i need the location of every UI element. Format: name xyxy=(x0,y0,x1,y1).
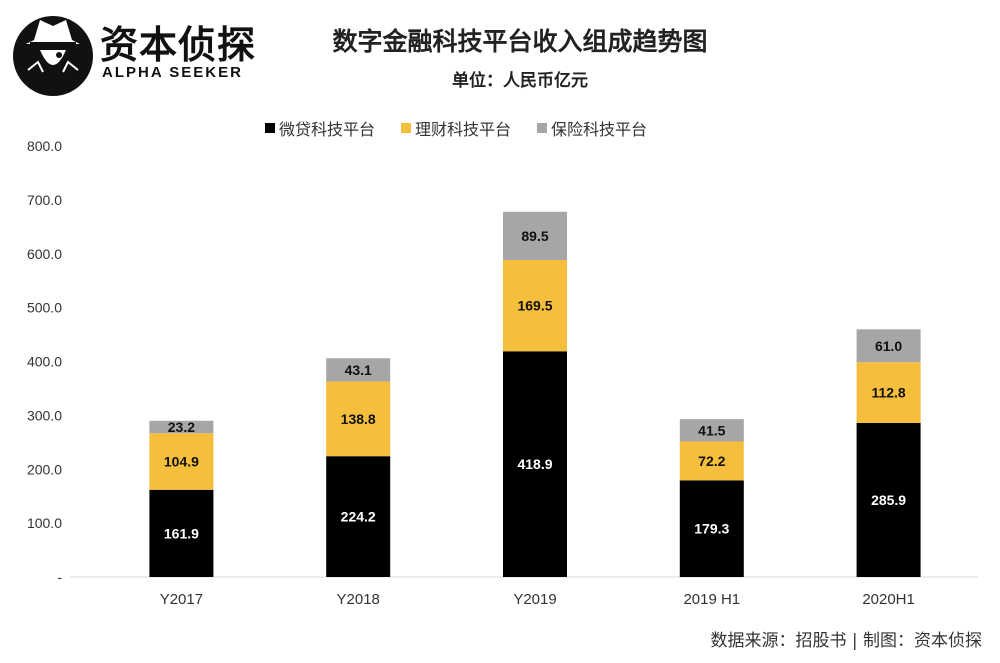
data-label: 418.9 xyxy=(517,456,552,472)
chart-title: 数字金融科技平台收入组成趋势图 xyxy=(332,27,708,56)
bar-segment xyxy=(856,329,921,363)
data-label: 112.8 xyxy=(871,385,905,401)
data-label: 41.5 xyxy=(698,422,725,438)
x-tick-label: Y2019 xyxy=(513,591,556,608)
bar-segment xyxy=(326,358,391,382)
bar-segment xyxy=(149,420,214,434)
data-label: 72.2 xyxy=(698,453,725,469)
data-label: 89.5 xyxy=(521,228,548,244)
y-tick-label: 100.0 xyxy=(27,515,62,531)
x-tick-label: 2019 H1 xyxy=(683,591,740,608)
bar-segment xyxy=(149,489,214,577)
data-label: 285.9 xyxy=(871,492,906,508)
legend-item-wealth: 理财科技平台 xyxy=(401,116,511,140)
legend-swatch xyxy=(401,123,412,133)
y-tick-label: 800.0 xyxy=(27,138,62,154)
brand-name-en: ALPHA SEEKER xyxy=(102,64,243,81)
bar-segment xyxy=(503,211,567,260)
bar-segment xyxy=(679,419,744,442)
detective-logo-icon xyxy=(13,16,93,96)
bar-segment xyxy=(326,381,391,457)
data-label: 161.9 xyxy=(164,525,199,541)
source-note: 数据来源：招股书 | 制图：资本侦探 xyxy=(710,631,982,651)
y-tick-label: 700.0 xyxy=(27,192,62,208)
bar-segment xyxy=(149,433,214,490)
brand-name: 资本侦探 xyxy=(100,23,257,67)
data-label: 224.2 xyxy=(341,509,376,525)
legend-item-microloan: 微贷科技平台 xyxy=(265,116,375,140)
data-label: 23.2 xyxy=(168,419,195,435)
x-tick-label: Y2017 xyxy=(160,591,203,608)
legend-label: 微贷科技平台 xyxy=(279,120,376,139)
bar-segment xyxy=(679,480,744,577)
chart-subtitle: 单位：人民币亿元 xyxy=(452,71,588,91)
data-label: 61.0 xyxy=(875,338,902,354)
x-tick-label: 2020H1 xyxy=(862,591,915,608)
bar-segment xyxy=(856,422,921,577)
legend-swatch xyxy=(537,123,548,133)
data-label: 104.9 xyxy=(164,454,199,470)
legend-label: 理财科技平台 xyxy=(415,120,512,139)
legend-label: 保险科技平台 xyxy=(551,120,648,139)
y-tick-label: 400.0 xyxy=(27,354,62,370)
bar-segment xyxy=(679,441,744,481)
data-label: 138.8 xyxy=(341,411,376,427)
bar-segment xyxy=(503,259,567,352)
y-tick-label: 500.0 xyxy=(27,300,62,316)
legend-swatch xyxy=(265,123,275,133)
y-tick-label: - xyxy=(57,569,62,585)
legend: 微贷科技平台 理财科技平台 保险科技平台 xyxy=(265,116,647,140)
bar-segment xyxy=(503,351,567,577)
data-label: 169.5 xyxy=(517,298,552,314)
y-tick-label: 600.0 xyxy=(27,246,62,262)
data-label: 179.3 xyxy=(694,521,729,537)
y-tick-label: 200.0 xyxy=(27,461,62,477)
bar-segment xyxy=(856,362,921,423)
y-tick-label: 300.0 xyxy=(27,407,62,423)
legend-item-insurance: 保险科技平台 xyxy=(537,116,647,140)
x-tick-label: Y2018 xyxy=(337,591,380,608)
data-label: 43.1 xyxy=(345,362,372,378)
bar-segment xyxy=(326,456,391,577)
